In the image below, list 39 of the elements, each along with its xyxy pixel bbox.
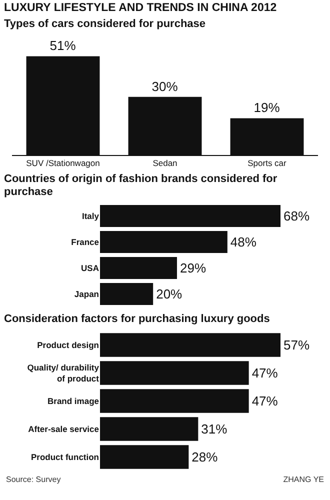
x-tick-label: SUV /Stationwagon bbox=[26, 158, 100, 168]
y-tick-label: Italy bbox=[82, 211, 100, 222]
bar bbox=[100, 444, 189, 468]
source-note: Source: Survey bbox=[6, 474, 61, 484]
data-label: 51% bbox=[50, 38, 76, 54]
y-tick-label: Quality/ durability of product bbox=[27, 362, 100, 384]
chart-title: Consideration factors for purchasing luxury goods bbox=[3, 312, 271, 327]
data-label: 68% bbox=[284, 208, 310, 224]
bar bbox=[100, 257, 177, 280]
y-tick-label: Product function bbox=[31, 452, 99, 462]
bar bbox=[100, 231, 228, 254]
bar bbox=[100, 205, 280, 228]
y-tick-label: France bbox=[71, 237, 100, 248]
bar bbox=[100, 416, 198, 440]
text: ZHANG YE bbox=[283, 474, 324, 484]
data-label: 47% bbox=[252, 365, 278, 380]
data-label: 47% bbox=[252, 393, 278, 408]
bar bbox=[100, 283, 154, 306]
data-label: 48% bbox=[230, 234, 257, 250]
data-label: 30% bbox=[152, 78, 178, 94]
data-label: 28% bbox=[192, 449, 218, 464]
data-label: 57% bbox=[284, 337, 310, 352]
chart-subtitle: Types of cars considered for purchase bbox=[3, 16, 207, 31]
chart-title: LUXURY LIFESTYLE AND TRENDS IN CHINA 2012 bbox=[3, 1, 278, 16]
y-tick-label: USA bbox=[81, 263, 99, 274]
chart-title: Countries of origin of fashion brands considered for purchase bbox=[3, 172, 278, 200]
data-label: 29% bbox=[180, 260, 206, 276]
data-label: 31% bbox=[201, 421, 228, 436]
y-tick-label: Brand image bbox=[48, 396, 100, 406]
x-tick-label: Sports car bbox=[248, 158, 287, 168]
bar bbox=[100, 332, 280, 356]
y-tick-label: Product design bbox=[37, 340, 99, 350]
y-tick-label: Japan bbox=[74, 289, 99, 300]
bar bbox=[100, 388, 249, 412]
data-label: 19% bbox=[254, 100, 280, 116]
y-tick-label: After-sale service bbox=[28, 424, 100, 434]
data-label: 20% bbox=[156, 286, 183, 302]
x-tick-label: Sedan bbox=[152, 158, 178, 168]
bar bbox=[100, 360, 249, 384]
